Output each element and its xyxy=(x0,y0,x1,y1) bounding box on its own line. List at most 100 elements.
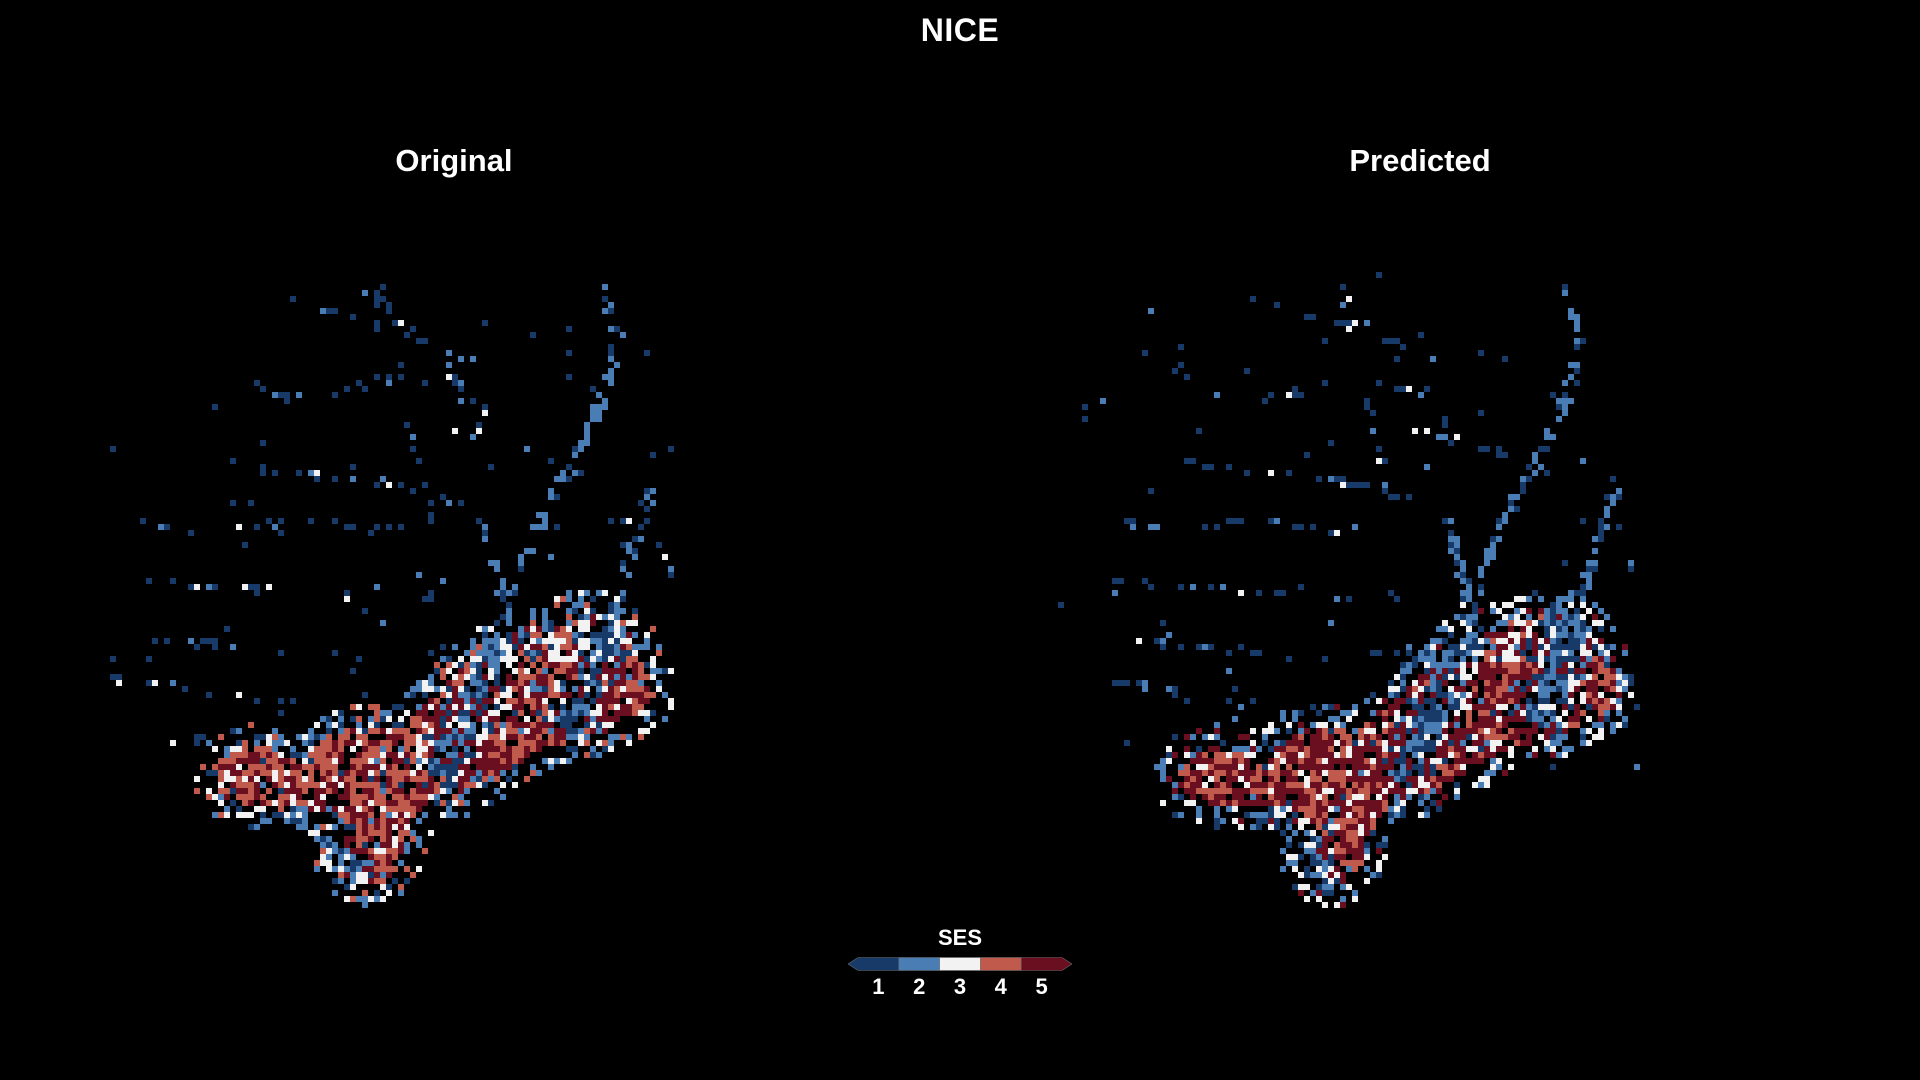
map-cell-ses-5 xyxy=(1502,722,1508,728)
map-cell-ses-4 xyxy=(272,734,278,740)
map-cell-ses-2 xyxy=(440,704,446,710)
map-cell-ses-1 xyxy=(1448,668,1454,674)
map-cell-ses-1 xyxy=(488,644,494,650)
map-cell-ses-3 xyxy=(1358,740,1364,746)
map-cell-ses-4 xyxy=(1346,734,1352,740)
map-cell-ses-1 xyxy=(560,704,566,710)
map-cell-ses-5 xyxy=(1196,752,1202,758)
map-cell-ses-5 xyxy=(1406,692,1412,698)
map-cell-ses-5 xyxy=(1370,770,1376,776)
map-cell-ses-3 xyxy=(368,722,374,728)
map-cell-ses-5 xyxy=(236,788,242,794)
map-cell-ses-1 xyxy=(1310,854,1316,860)
map-cell-ses-2 xyxy=(272,740,278,746)
map-cell-ses-1 xyxy=(110,656,116,662)
map-cell-ses-2 xyxy=(350,878,356,884)
map-cell-ses-2 xyxy=(416,758,422,764)
map-cell-ses-2 xyxy=(1586,626,1592,632)
map-cell-ses-5 xyxy=(536,740,542,746)
map-cell-ses-2 xyxy=(320,842,326,848)
map-cell-ses-5 xyxy=(536,692,542,698)
map-cell-ses-2 xyxy=(1244,746,1250,752)
map-cell-ses-4 xyxy=(308,776,314,782)
map-cell-ses-4 xyxy=(1514,668,1520,674)
map-cell-ses-4 xyxy=(1196,788,1202,794)
map-cell-ses-2 xyxy=(488,650,494,656)
map-cell-ses-3 xyxy=(392,842,398,848)
map-cell-ses-3 xyxy=(506,686,512,692)
map-cell-ses-1 xyxy=(1340,476,1346,482)
map-cell-ses-3 xyxy=(578,644,584,650)
map-cell-ses-3 xyxy=(482,734,488,740)
map-cell-ses-1 xyxy=(1238,644,1244,650)
map-cell-ses-5 xyxy=(506,734,512,740)
map-cell-ses-5 xyxy=(1280,800,1286,806)
map-cell-ses-2 xyxy=(320,716,326,722)
map-cell-ses-2 xyxy=(602,284,608,290)
map-cell-ses-4 xyxy=(1478,710,1484,716)
map-cell-ses-1 xyxy=(1424,746,1430,752)
map-cell-ses-1 xyxy=(422,734,428,740)
map-cell-ses-2 xyxy=(494,668,500,674)
map-cell-ses-5 xyxy=(1340,812,1346,818)
map-cell-ses-2 xyxy=(1442,656,1448,662)
map-cell-ses-1 xyxy=(1346,596,1352,602)
map-cell-ses-5 xyxy=(398,824,404,830)
map-cell-ses-1 xyxy=(524,650,530,656)
map-cell-ses-1 xyxy=(254,734,260,740)
map-cell-ses-1 xyxy=(254,524,260,530)
map-cell-ses-1 xyxy=(1598,518,1604,524)
map-cell-ses-4 xyxy=(1382,710,1388,716)
map-cell-ses-1 xyxy=(254,698,260,704)
map-cell-ses-3 xyxy=(242,812,248,818)
map-cell-ses-5 xyxy=(1364,740,1370,746)
map-cell-ses-3 xyxy=(1520,710,1526,716)
map-cell-ses-5 xyxy=(1340,830,1346,836)
map-cell-ses-5 xyxy=(584,662,590,668)
map-cell-ses-3 xyxy=(368,896,374,902)
map-cell-ses-1 xyxy=(1394,650,1400,656)
map-cell-ses-5 xyxy=(254,770,260,776)
map-cell-ses-5 xyxy=(1316,728,1322,734)
map-cell-ses-4 xyxy=(398,728,404,734)
map-cell-ses-5 xyxy=(464,770,470,776)
map-cell-ses-3 xyxy=(284,812,290,818)
map-cell-ses-1 xyxy=(1328,530,1334,536)
map-cell-ses-1 xyxy=(1364,842,1370,848)
map-cell-ses-5 xyxy=(1586,644,1592,650)
map-cell-ses-1 xyxy=(1322,878,1328,884)
map-cell-ses-2 xyxy=(1190,734,1196,740)
map-cell-ses-3 xyxy=(524,644,530,650)
map-cell-ses-1 xyxy=(1130,518,1136,524)
map-cell-ses-5 xyxy=(1388,704,1394,710)
map-cell-ses-5 xyxy=(590,620,596,626)
map-cell-ses-5 xyxy=(1406,764,1412,770)
map-cell-ses-3 xyxy=(1316,794,1322,800)
map-cell-ses-3 xyxy=(464,758,470,764)
map-cell-ses-1 xyxy=(1526,698,1532,704)
map-cell-ses-3 xyxy=(1580,644,1586,650)
map-cell-ses-3 xyxy=(452,716,458,722)
map-cell-ses-1 xyxy=(1292,386,1298,392)
map-cell-ses-5 xyxy=(1244,788,1250,794)
map-cell-ses-3 xyxy=(1592,638,1598,644)
map-cell-ses-5 xyxy=(1304,764,1310,770)
map-cell-ses-5 xyxy=(1256,800,1262,806)
map-cell-ses-1 xyxy=(602,638,608,644)
map-cell-ses-5 xyxy=(248,776,254,782)
map-cell-ses-3 xyxy=(452,662,458,668)
map-cell-ses-4 xyxy=(362,836,368,842)
map-cell-ses-4 xyxy=(560,632,566,638)
map-cell-ses-3 xyxy=(1166,758,1172,764)
map-cell-ses-5 xyxy=(482,746,488,752)
map-cell-ses-4 xyxy=(1214,770,1220,776)
map-cell-ses-3 xyxy=(1502,602,1508,608)
map-cell-ses-1 xyxy=(278,788,284,794)
map-cell-ses-3 xyxy=(350,746,356,752)
map-cell-ses-5 xyxy=(1226,764,1232,770)
map-cell-ses-5 xyxy=(1442,668,1448,674)
map-cell-ses-4 xyxy=(536,656,542,662)
map-cell-ses-5 xyxy=(1376,848,1382,854)
map-cell-ses-2 xyxy=(596,404,602,410)
map-cell-ses-5 xyxy=(1460,734,1466,740)
